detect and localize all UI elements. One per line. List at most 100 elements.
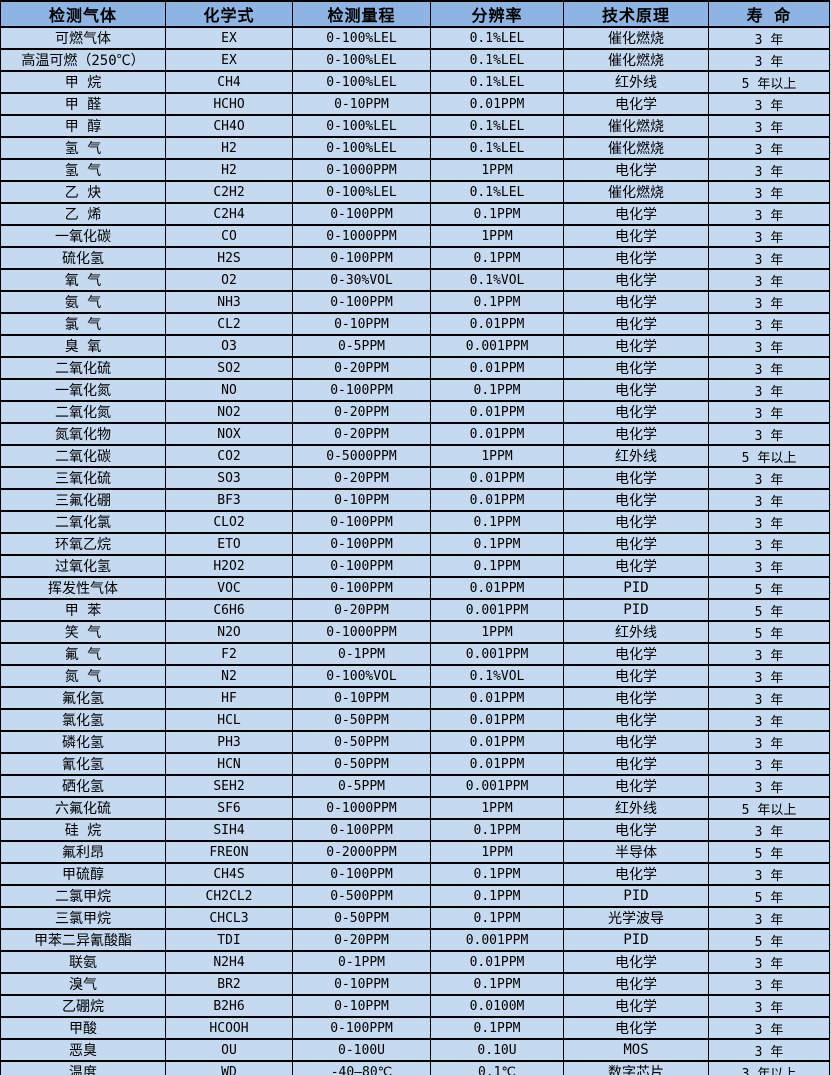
table-cell: H2S bbox=[165, 246, 293, 270]
table-cell: 电化学 bbox=[563, 92, 709, 116]
gas-name-cell: 六氟化硫 bbox=[0, 796, 166, 820]
table-cell: 3 年 bbox=[708, 774, 830, 798]
table-cell: 0-100%VOL bbox=[292, 664, 431, 688]
table-cell: 0-100PPM bbox=[292, 290, 431, 314]
column-header-1: 化学式 bbox=[165, 0, 293, 28]
table-cell: 红外线 bbox=[563, 796, 709, 820]
table-cell: CH2CL2 bbox=[165, 884, 293, 908]
table-cell: 0.1PPM bbox=[430, 554, 564, 578]
gas-name-cell: 三氧化硫 bbox=[0, 466, 166, 490]
table-cell: 电化学 bbox=[563, 400, 709, 424]
table-row: 三氧化硫 SO3 0-20PPM 0.01PPM 电化学 3 年 bbox=[0, 466, 830, 490]
table-cell: 0.01PPM bbox=[430, 356, 564, 380]
table-cell: 0.1PPM bbox=[430, 818, 564, 842]
table-cell: 0.1%LEL bbox=[430, 70, 564, 94]
table-cell: 0-10PPM bbox=[292, 488, 431, 512]
table-cell: 0.1%VOL bbox=[430, 268, 564, 292]
table-row: 笑 气 N2O 0-1000PPM 1PPM 红外线 5 年 bbox=[0, 620, 830, 644]
gas-name-cell: 挥发性气体 bbox=[0, 576, 166, 600]
table-cell: 3 年 bbox=[708, 334, 830, 358]
table-cell: 0-10PPM bbox=[292, 686, 431, 710]
table-row: 六氟化硫 SF6 0-1000PPM 1PPM 红外线 5 年以上 bbox=[0, 796, 830, 820]
table-cell: SO3 bbox=[165, 466, 293, 490]
table-cell: 电化学 bbox=[563, 554, 709, 578]
table-cell: 催化燃烧 bbox=[563, 114, 709, 138]
table-cell: 3 年 bbox=[708, 378, 830, 402]
table-cell: 3 年 bbox=[708, 92, 830, 116]
table-cell: 3 年 bbox=[708, 422, 830, 446]
table-cell: 3 年 bbox=[708, 114, 830, 138]
table-cell: 半导体 bbox=[563, 840, 709, 864]
table-cell: 0.1%LEL bbox=[430, 136, 564, 160]
table-cell: 0.1PPM bbox=[430, 510, 564, 534]
table-row: 乙 炔 C2H2 0-100%LEL 0.1%LEL 催化燃烧 3 年 bbox=[0, 180, 830, 204]
table-cell: 催化燃烧 bbox=[563, 26, 709, 50]
table-cell: CH4 bbox=[165, 70, 293, 94]
table-cell: 1PPM bbox=[430, 840, 564, 864]
table-body: 可燃气体 EX 0-100%LEL 0.1%LEL 催化燃烧 3 年高温可燃（250℃） E… bbox=[0, 26, 830, 1075]
table-cell: 电化学 bbox=[563, 334, 709, 358]
table-cell: SEH2 bbox=[165, 774, 293, 798]
table-row: 环氧乙烷 ETO 0-100PPM 0.1PPM 电化学 3 年 bbox=[0, 532, 830, 556]
table-cell: 0.1PPM bbox=[430, 290, 564, 314]
table-cell: 0-1000PPM bbox=[292, 620, 431, 644]
table-row: 乙 烯 C2H4 0-100PPM 0.1PPM 电化学 3 年 bbox=[0, 202, 830, 226]
table-cell: 3 年 bbox=[708, 1016, 830, 1040]
table-cell: 0-5PPM bbox=[292, 334, 431, 358]
table-cell: O3 bbox=[165, 334, 293, 358]
table-cell: 电化学 bbox=[563, 708, 709, 732]
table-row: 甲 烷 CH4 0-100%LEL 0.1%LEL 红外线 5 年以上 bbox=[0, 70, 830, 94]
table-cell: 0.01PPM bbox=[430, 466, 564, 490]
table-row: 过氧化氢 H2O2 0-100PPM 0.1PPM 电化学 3 年 bbox=[0, 554, 830, 578]
table-cell: 电化学 bbox=[563, 774, 709, 798]
table-cell: 电化学 bbox=[563, 422, 709, 446]
gas-name-cell: 硒化氢 bbox=[0, 774, 166, 798]
table-row: 二氧化氯 CLO2 0-100PPM 0.1PPM 电化学 3 年 bbox=[0, 510, 830, 534]
table-cell: 0.1%VOL bbox=[430, 664, 564, 688]
table-row: 硅 烷 SIH4 0-100PPM 0.1PPM 电化学 3 年 bbox=[0, 818, 830, 842]
gas-name-cell: 氟 气 bbox=[0, 642, 166, 666]
table-cell: CH4O bbox=[165, 114, 293, 138]
gas-name-cell: 磷化氢 bbox=[0, 730, 166, 754]
table-cell: 0.1PPM bbox=[430, 378, 564, 402]
table-cell: EX bbox=[165, 26, 293, 50]
table-row: 恶臭 OU 0-100U 0.10U MOS 3 年 bbox=[0, 1038, 830, 1062]
table-row: 三氯甲烷 CHCL3 0-50PPM 0.1PPM 光学波导 3 年 bbox=[0, 906, 830, 930]
table-cell: 3 年 bbox=[708, 730, 830, 754]
gas-name-cell: 甲 苯 bbox=[0, 598, 166, 622]
table-row: 氟利昂 FREON 0-2000PPM 1PPM 半导体 5 年 bbox=[0, 840, 830, 864]
column-header-5: 寿 命 bbox=[708, 0, 830, 28]
header-row: 检测气体 化学式 检测量程 分辨率 技术原理寿 命 bbox=[0, 0, 830, 28]
table-row: 氢 气 H2 0-1000PPM 1PPM 电化学 3 年 bbox=[0, 158, 830, 182]
table-cell: 3 年 bbox=[708, 708, 830, 732]
gas-name-cell: 氰化氢 bbox=[0, 752, 166, 776]
gas-name-cell: 甲 醇 bbox=[0, 114, 166, 138]
gas-name-cell: 氮氧化物 bbox=[0, 422, 166, 446]
table-cell: 5 年 bbox=[708, 840, 830, 864]
table-cell: H2O2 bbox=[165, 554, 293, 578]
table-cell: 0.1PPM bbox=[430, 202, 564, 226]
table-cell: 0.01PPM bbox=[430, 950, 564, 974]
table-cell: 0-1000PPM bbox=[292, 224, 431, 248]
table-cell: 电化学 bbox=[563, 202, 709, 226]
table-cell: 电化学 bbox=[563, 752, 709, 776]
table-cell: TDI bbox=[165, 928, 293, 952]
table-cell: 0-100%LEL bbox=[292, 70, 431, 94]
table-cell: 5 年以上 bbox=[708, 444, 830, 468]
table-cell: CO bbox=[165, 224, 293, 248]
gas-name-cell: 甲硫醇 bbox=[0, 862, 166, 886]
table-row: 可燃气体 EX 0-100%LEL 0.1%LEL 催化燃烧 3 年 bbox=[0, 26, 830, 50]
table-cell: 0-100PPM bbox=[292, 818, 431, 842]
table-cell: OU bbox=[165, 1038, 293, 1062]
gas-name-cell: 氢 气 bbox=[0, 158, 166, 182]
table-cell: 0-100%LEL bbox=[292, 48, 431, 72]
column-header-2: 检测量程 bbox=[292, 0, 431, 28]
table-cell: 0.1℃ bbox=[430, 1060, 564, 1075]
table-cell: 5 年以上 bbox=[708, 796, 830, 820]
gas-name-cell: 恶臭 bbox=[0, 1038, 166, 1062]
gas-name-cell: 三氟化硼 bbox=[0, 488, 166, 512]
table-cell: HCOOH bbox=[165, 1016, 293, 1040]
table-cell: 电化学 bbox=[563, 378, 709, 402]
table-cell: 0.001PPM bbox=[430, 642, 564, 666]
